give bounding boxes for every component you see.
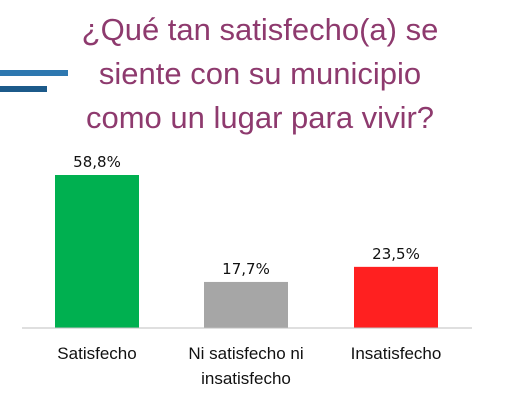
- bar-value-label-1: 17,7%: [222, 260, 270, 278]
- category-label-0-line-0: Satisfecho: [57, 344, 136, 363]
- decorative-blue-line-top: [0, 70, 68, 76]
- category-label-2-line-0: Insatisfecho: [351, 344, 442, 363]
- chart-title: ¿Qué tan satisfecho(a) se siente con su …: [81, 12, 439, 135]
- category-label-1-line-0: Ni satisfecho ni: [188, 344, 303, 363]
- bar-value-label-2: 23,5%: [372, 245, 420, 263]
- category-label-1-line-1: insatisfecho: [201, 369, 291, 388]
- decorative-blue-line-bottom: [0, 86, 47, 92]
- bars-layer: [55, 175, 438, 328]
- bar-1: [204, 281, 288, 328]
- bar-2: [354, 266, 438, 328]
- labels-layer: 58,8% Satisfecho 17,7% Ni satisfecho ni insa…: [57, 153, 441, 388]
- bar-value-label-0: 58,8%: [73, 153, 121, 171]
- bar-0: [55, 175, 139, 328]
